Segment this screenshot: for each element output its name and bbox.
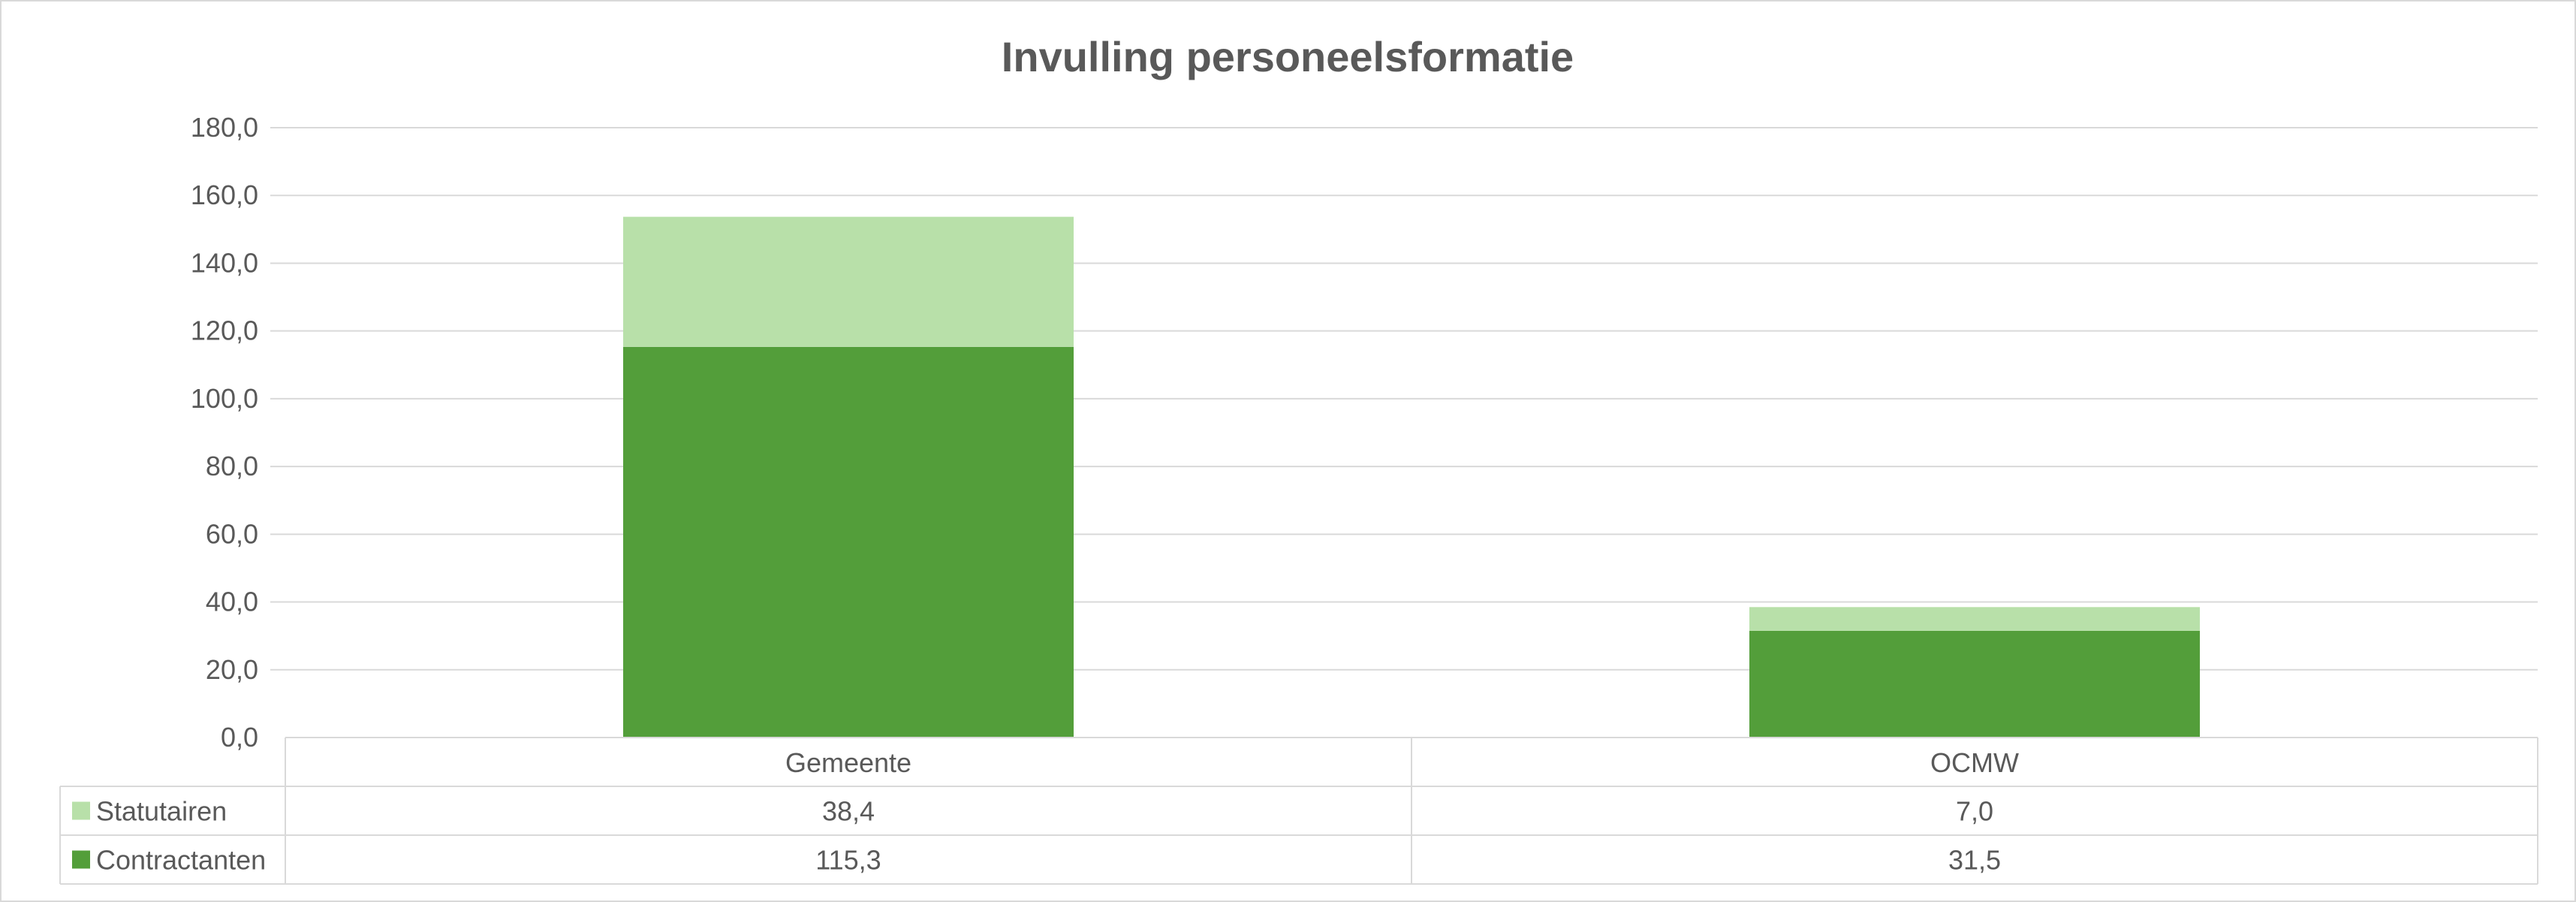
y-tick-label: 100,0 [191,383,258,414]
bar-contractanten-ocmw [1749,630,2200,738]
chart-title: Invulling personeelsformatie [1002,33,1574,80]
data-table: Gemeente OCMW Statutairen 38,4 7,0 Contractan… [59,737,2538,885]
y-tick-label: 180,0 [191,112,258,143]
y-tick-label: 160,0 [191,179,258,210]
y-tick-label: 80,0 [206,451,258,481]
bars [623,216,2200,738]
category-label: Gemeente [785,747,911,778]
bar-statutairen-ocmw [1749,607,2200,631]
y-axis-tick-labels: 0,0 20,0 40,0 60,0 80,0 100,0 120,0 140,0 160,0 1… [191,112,258,753]
table-value: 38,4 [822,796,875,827]
bar-contractanten-gemeente [623,346,1074,738]
y-tick-label: 20,0 [206,654,258,685]
table-value: 7,0 [1956,796,1993,827]
table-value: 115,3 [815,845,881,876]
y-tick-label: 40,0 [206,587,258,617]
y-tick-label: 0,0 [221,722,258,753]
legend-label-contractanten: Contractanten [96,845,266,876]
legend-label-statutairen: Statutairen [96,796,227,827]
legend-swatch-statutairen [72,801,90,820]
legend-swatch-contractanten [72,850,90,869]
y-tick-label: 60,0 [206,518,258,549]
gridlines [270,127,2538,671]
table-value: 31,5 [1948,845,2001,876]
bar-statutairen-gemeente [623,216,1074,347]
y-tick-label: 120,0 [191,315,258,346]
y-tick-label: 140,0 [191,247,258,278]
category-label: OCMW [1930,747,2019,778]
